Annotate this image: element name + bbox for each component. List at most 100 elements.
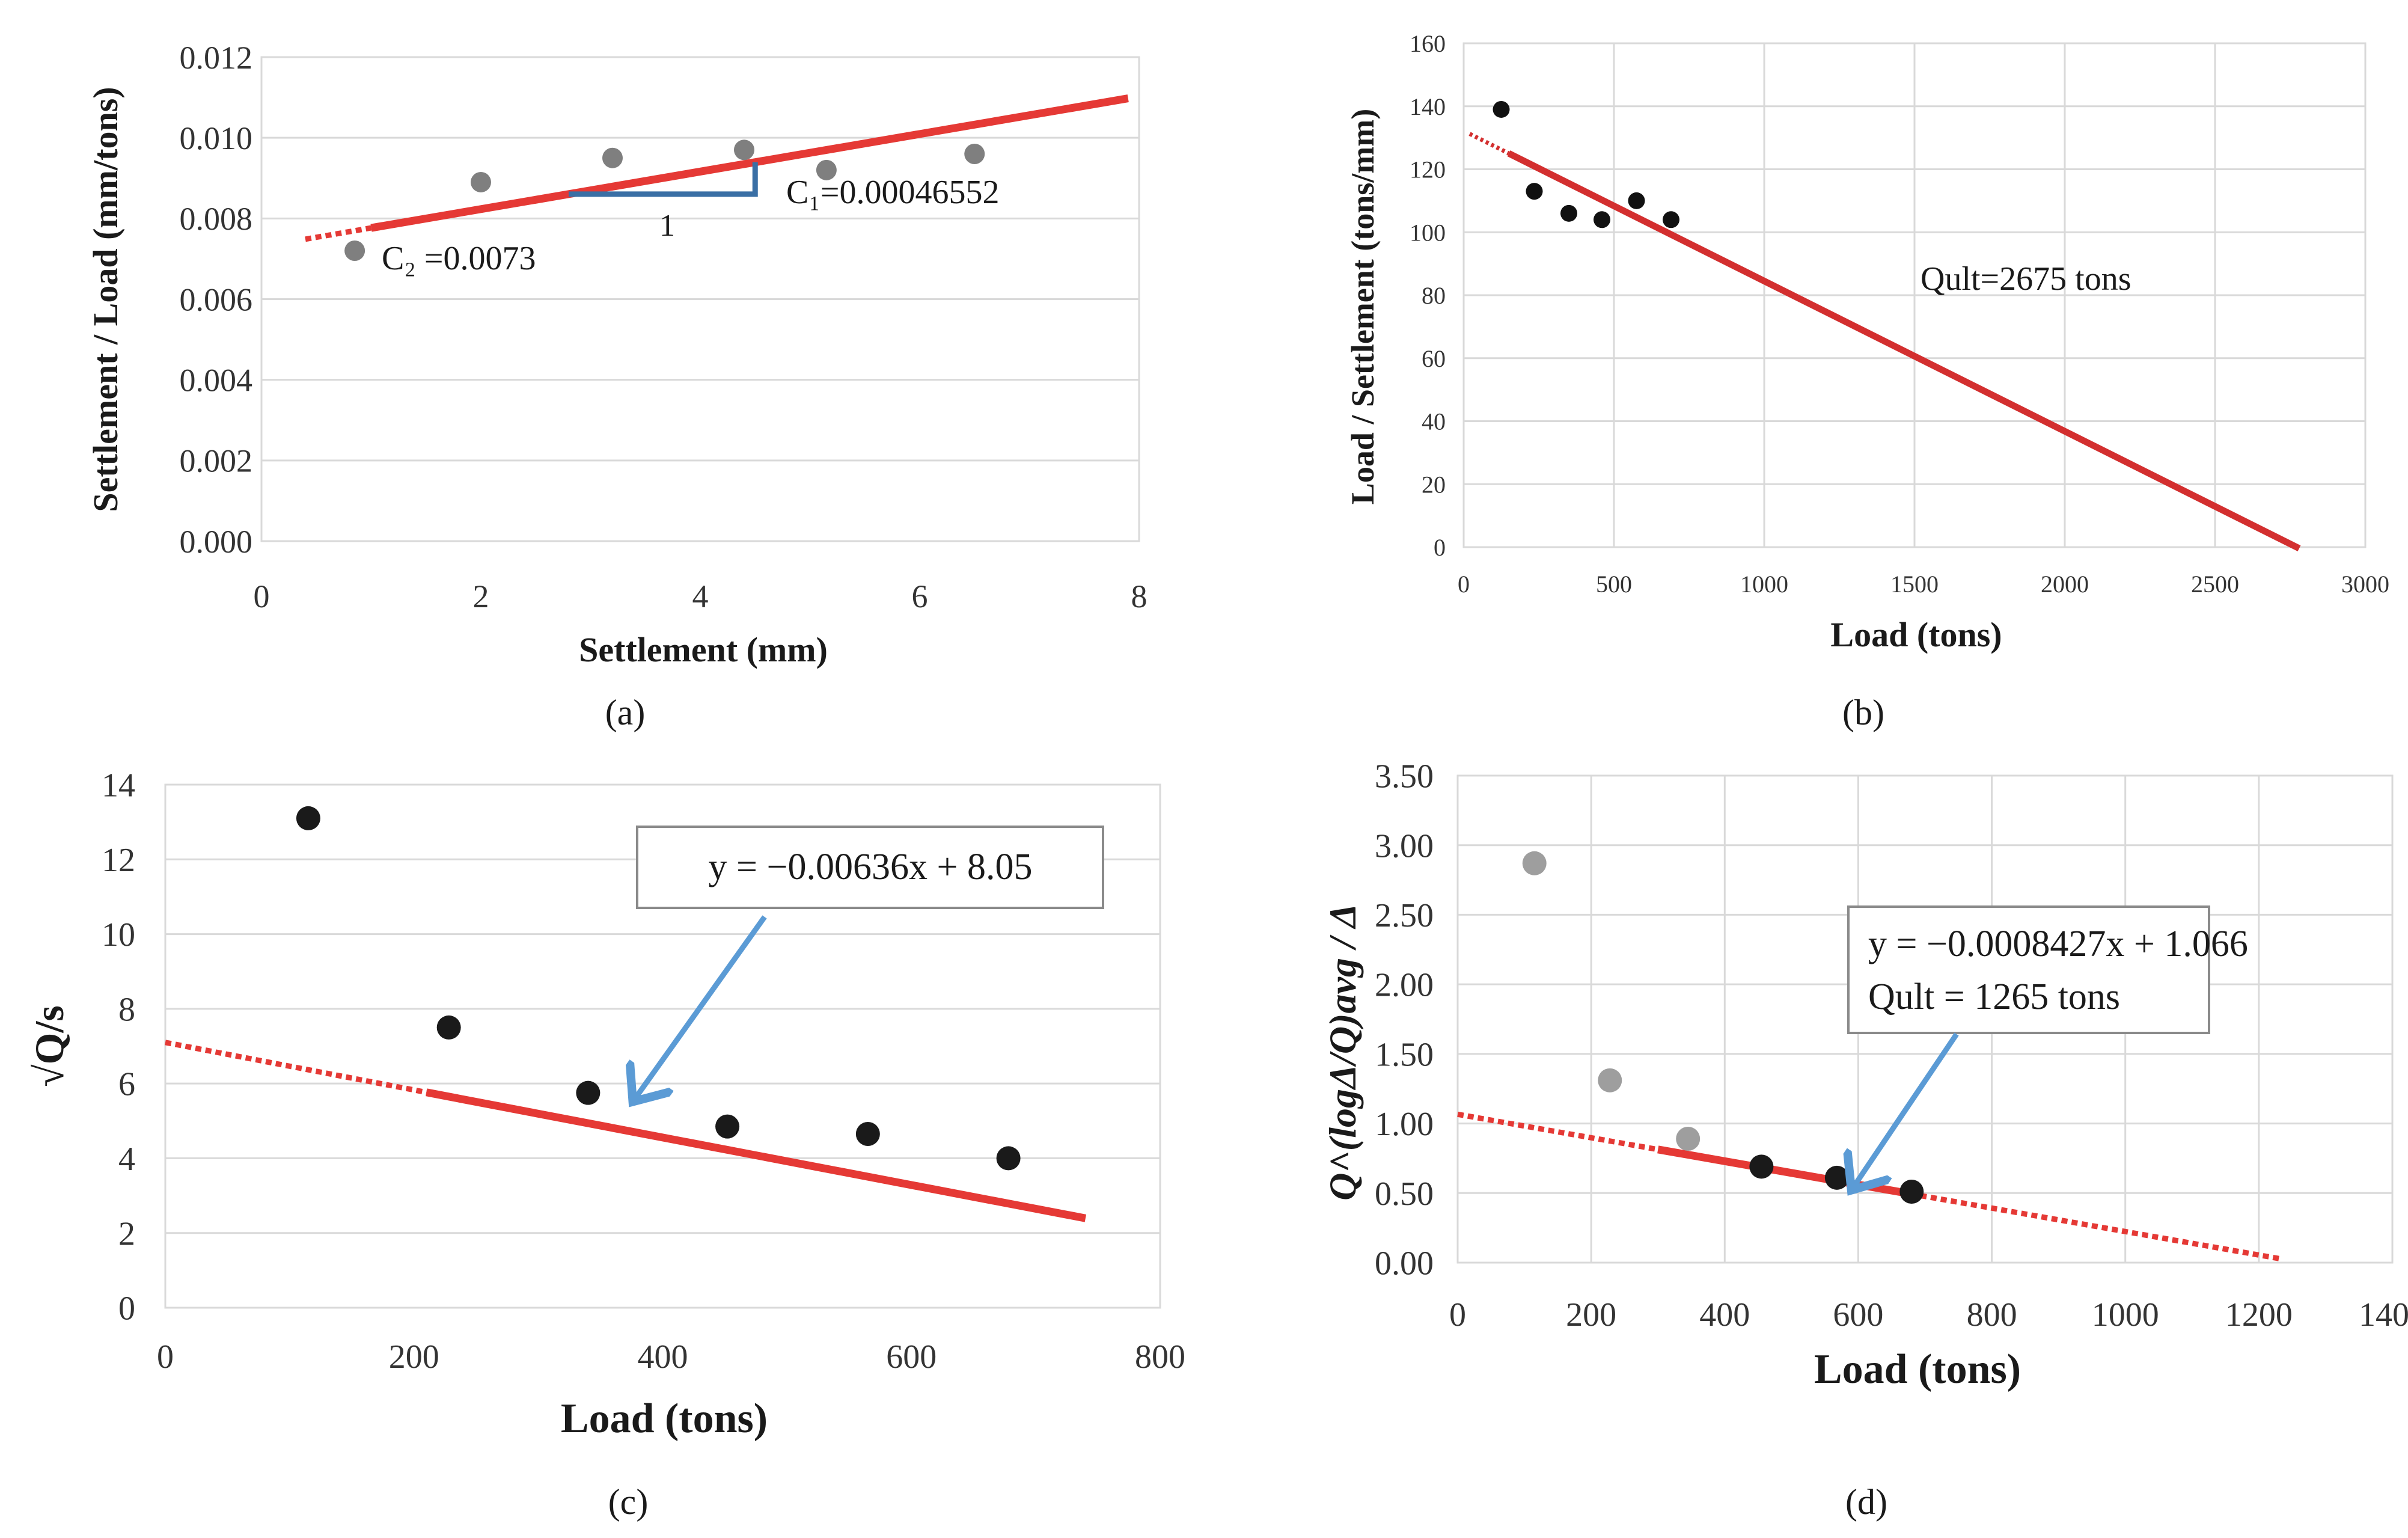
y-tick-label: 160: [1410, 30, 1446, 57]
x-axis-label-b: Load (tons): [1830, 615, 2002, 654]
x-ticks-b: 0 500 1000 1500 2000 2500 3000: [1458, 571, 2389, 598]
annotation-qult-d: Qult = 1265 tons: [1868, 976, 2120, 1017]
y-tick-label: 60: [1422, 345, 1446, 372]
data-point: [1663, 211, 1679, 228]
x-tick-label: 6: [912, 578, 928, 614]
x-ticks-d: 0 200 400 600 800 1000 1200 1400: [1449, 1296, 2408, 1334]
extrapolation-line: [1468, 132, 1510, 156]
x-tick-label: 4: [692, 578, 709, 614]
y-tick-label: 0.00: [1375, 1245, 1434, 1282]
x-tick-label: 2000: [2041, 571, 2089, 598]
panel-label-c: (c): [608, 1482, 649, 1522]
lines-c: [165, 1040, 1087, 1222]
y-tick-label: 0.50: [1375, 1175, 1434, 1213]
panel-b: 0 20 40 60 80 100 120 140 160 0 500 1000 1500 2000 25…: [1345, 30, 2389, 732]
panel-label-d: (d): [1845, 1482, 1887, 1522]
y-tick-label: 3.00: [1375, 827, 1434, 865]
lines-a: [305, 94, 1129, 242]
x-axis-label-a: Settlement (mm): [579, 630, 828, 669]
x-tick-label: 0: [254, 578, 270, 614]
data-point: [602, 147, 623, 168]
x-tick-label: 200: [1566, 1296, 1616, 1334]
data-point: [734, 139, 754, 161]
fit-line: [426, 1088, 1087, 1222]
x-axis-label-c: Load (tons): [561, 1396, 768, 1442]
x-tick-label: 800: [1135, 1338, 1185, 1376]
panel-d: 0.00 0.50 1.00 1.50 2.00 2.50 3.00 3.50 0 200 400…: [1321, 758, 2408, 1522]
equation-box-d: [1847, 905, 2210, 1034]
y-tick-label: 0.012: [180, 40, 253, 76]
x-tick-label: 0: [1449, 1296, 1466, 1334]
y-tick-label: 80: [1422, 282, 1446, 309]
y-tick-label: 0: [118, 1290, 135, 1328]
y-tick-label: 12: [102, 842, 135, 879]
x-tick-label: 800: [1967, 1296, 2017, 1334]
x-tick-label: 1000: [2092, 1296, 2159, 1334]
x-tick-label: 2: [473, 578, 489, 614]
data-point: [855, 1122, 880, 1147]
y-ticks-d: 0.00 0.50 1.00 1.50 2.00 2.50 3.00 3.50: [1375, 758, 1434, 1282]
data-point: [1749, 1154, 1774, 1179]
points-c: [296, 806, 1021, 1171]
annotation-qult-b: Qult=2675 tons: [1921, 260, 2131, 298]
y-tick-label: 0.000: [180, 524, 253, 560]
x-tick-label: 2500: [2191, 571, 2239, 598]
equation-d: y = −0.0008427x + 1.066: [1868, 924, 2248, 964]
data-point: [1526, 183, 1543, 200]
y-axis-label-c: √Q/s: [26, 1005, 72, 1087]
x-tick-label: 1200: [2225, 1296, 2293, 1334]
y-tick-label: 1.00: [1375, 1106, 1434, 1143]
y-ticks-b: 0 20 40 60 80 100 120 140 160: [1410, 30, 1446, 561]
y-tick-label: 40: [1422, 408, 1446, 435]
data-point: [1560, 204, 1577, 222]
y-tick-label: 6: [118, 1066, 135, 1103]
y-tick-label: 10: [102, 916, 135, 954]
y-tick-label: 0.004: [180, 363, 253, 399]
points-b: [1493, 100, 1679, 228]
fit-line: [1507, 150, 2301, 552]
data-point: [296, 806, 320, 830]
x-tick-label: 200: [389, 1338, 439, 1376]
y-tick-label: 120: [1410, 156, 1446, 183]
data-point-excluded: [1676, 1127, 1701, 1151]
x-tick-label: 400: [1699, 1296, 1750, 1334]
points-d: [1522, 851, 1924, 1204]
y-tick-label: 4: [118, 1141, 135, 1178]
y-tick-label: 20: [1422, 471, 1446, 498]
y-tick-label: 14: [102, 767, 135, 804]
y-tick-label: 8: [118, 991, 135, 1028]
x-tick-label: 500: [1596, 571, 1632, 598]
data-point: [816, 159, 837, 180]
annotation-c1: C₁=0.00046552: [786, 174, 999, 211]
equation-c: y = −0.00636x + 8.05: [709, 847, 1033, 887]
x-tick-label: 1400: [2359, 1296, 2408, 1334]
data-point: [964, 144, 985, 164]
extrapolation-line: [305, 225, 372, 242]
arrow-c: [636, 915, 767, 1097]
x-tick-label: 600: [1833, 1296, 1883, 1334]
x-tick-label: 1500: [1890, 571, 1939, 598]
y-tick-label: 0.008: [180, 201, 253, 237]
y-tick-label: 100: [1410, 219, 1446, 246]
y-tick-label: 2: [118, 1215, 135, 1252]
y-tick-label: 1.50: [1375, 1036, 1434, 1073]
annotation-c2: C₂ =0.0073: [382, 240, 536, 277]
data-point: [576, 1080, 600, 1105]
data-point: [1493, 100, 1510, 118]
x-tick-label: 400: [638, 1338, 688, 1376]
x-ticks-c: 0 200 400 600 800: [157, 1338, 1185, 1376]
data-point: [996, 1146, 1021, 1171]
y-tick-label: 2.50: [1375, 897, 1434, 934]
data-point: [715, 1114, 740, 1139]
y-axis-label-d-text: Q^(logΔ/Q)avg / Δ: [1321, 904, 1364, 1201]
y-ticks-a: 0.000 0.002 0.004 0.006 0.008 0.010 0.012: [180, 40, 253, 560]
data-point-excluded: [1522, 851, 1547, 875]
points-a: [344, 139, 985, 261]
y-tick-label: 0.006: [180, 281, 253, 317]
y-axis-label-d: Q^(logΔ/Q)avg / Δ: [1321, 904, 1364, 1201]
x-axis-label-d: Load (tons): [1814, 1346, 2021, 1392]
panel-a: 0.000 0.002 0.004 0.006 0.008 0.010 0.012 0 2 4 6…: [86, 40, 1147, 732]
y-tick-label: 3.50: [1375, 758, 1434, 795]
y-tick-label: 0: [1434, 534, 1446, 561]
